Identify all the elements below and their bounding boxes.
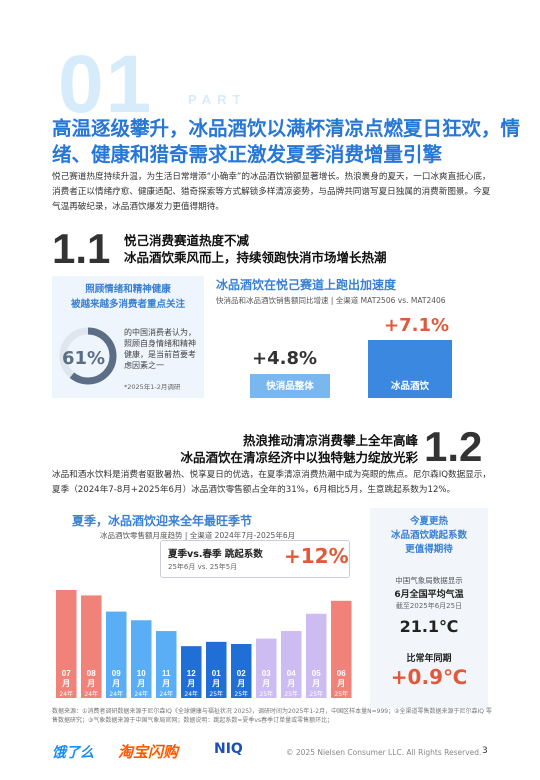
growth-card-subtitle: 快消品和冰品酒饮销售额同比增速 | 全渠道 MAT2506 vs. MAT240…: [216, 296, 446, 305]
chart-bar: [256, 638, 277, 698]
weather-date: 截至2025年6月25日: [395, 602, 463, 610]
bar-month-suffix: 月: [286, 679, 295, 688]
bar-month-suffix: 月: [186, 679, 195, 688]
bar-month-label: 12: [187, 669, 196, 678]
chart-bar: [81, 595, 102, 698]
niq-logo: NIQ: [214, 741, 243, 757]
bar-month-label: 10: [137, 669, 146, 678]
bar-month-label: 07: [62, 669, 71, 678]
data-sources: 数据来源：①消费者调研数据来源于尼尔森IQ《全球健康与福祉状况 2025》，调研…: [52, 708, 492, 724]
bar-year-label: 25年: [209, 690, 223, 698]
bar-year-label: 24年: [184, 690, 198, 698]
weather-source: 中国气象局数据显示: [395, 576, 463, 585]
part-word: PART: [188, 92, 247, 107]
page-number: 3: [482, 746, 488, 756]
bar-month-suffix: 月: [86, 679, 95, 688]
chart-bar: [106, 611, 127, 698]
bar-month-label: 03: [262, 669, 271, 678]
weather-head-line1: 今夏更热: [409, 516, 448, 527]
bar-year-label: 24年: [84, 690, 98, 698]
section-number-1: 1.1: [52, 225, 111, 272]
weather-temp: 21.1℃: [399, 617, 459, 636]
bar-year-label: 25年: [334, 690, 348, 698]
copyright: © 2025 Nielsen Consumer LLC. All Rights …: [286, 748, 482, 757]
bar-year-label: 25年: [234, 690, 248, 698]
bar-month-suffix: 月: [236, 679, 245, 688]
weather-diff: +0.9℃: [390, 665, 468, 689]
weather-card-head: 今夏更热 冰品酒饮跳起系数 更值得期待: [370, 515, 488, 557]
growth-label-fmcg: 快消品整体: [266, 381, 314, 392]
donut-arc: [59, 327, 117, 385]
chart-bar: [181, 646, 202, 698]
chart-bar: [306, 613, 327, 698]
growth-card-title: 冰品酒饮在悦己赛道上跑出加速度: [216, 278, 397, 292]
bar-month-suffix: 月: [311, 679, 320, 688]
callout-sub: 25年6月 vs. 25年5月: [168, 563, 238, 571]
bar-month-label: 02: [237, 669, 246, 678]
chart-bar: [156, 631, 177, 698]
section-title-2-line2: 冰品酒饮在清凉经济中以独特魅力绽放光彩: [180, 450, 418, 465]
weather-card: [370, 508, 488, 708]
bar-month-label: 06: [337, 669, 346, 678]
chart-bar: [56, 590, 77, 698]
bar-year-label: 25年: [309, 690, 323, 698]
callout-value: +12%: [284, 544, 349, 568]
bar-year-label: 24年: [109, 690, 123, 698]
bar-month-suffix: 月: [61, 679, 70, 688]
callout-title: 夏季vs.春季 跳起系数: [168, 549, 263, 560]
weather-head-line2: 冰品酒饮跳起系数: [390, 530, 467, 541]
part-number: 01: [58, 39, 154, 130]
bar-year-label: 25年: [284, 690, 298, 698]
eleme-logo: 饿了么: [52, 745, 94, 761]
bar-year-label: 24年: [59, 690, 73, 698]
section-number-2: 1.2: [424, 423, 483, 470]
growth-bar-fmcg: [250, 374, 330, 398]
bar-month-label: 08: [87, 669, 96, 678]
bar-year-label: 24年: [134, 690, 148, 698]
page-headline: 高温逐级攀升，冰品酒饮以满杯清凉点燃夏日狂欢，情绪、健康和猎奇需求正激发夏季消费…: [52, 117, 521, 166]
taobao-shangou-logo: 淘宝闪购: [118, 743, 179, 761]
bar-month-suffix: 月: [136, 679, 145, 688]
section-title-2-line1: 热浪推动清凉消费攀上全年高峰: [242, 433, 418, 448]
bar-month-label: 09: [112, 669, 121, 678]
emotion-card-head-line2: 被越来越多消费者重点关注: [70, 299, 185, 310]
jump-callout: [160, 540, 350, 578]
growth-value-fmcg: +4.8%: [252, 348, 318, 369]
growth-value-icedrinks: +7.1%: [384, 315, 450, 336]
weather-head-line3: 更值得期待: [405, 544, 453, 555]
section-title-1-line1: 悦己消费赛道热度不减: [124, 233, 250, 248]
survey-note: *2025年1-2月调研: [124, 383, 181, 391]
percent-value: 61%: [62, 348, 106, 369]
growth-bar-icedrinks: [368, 340, 452, 398]
chart-bar: [231, 644, 252, 698]
chart-bar: [281, 631, 302, 698]
monthly-sales-chart: 07月24年08月24年09月24年10月24年11月24年12月24年01月2…: [56, 590, 352, 698]
bar-month-suffix: 月: [111, 679, 120, 688]
bar-month-suffix: 月: [261, 679, 270, 688]
bar-month-label: 01: [212, 669, 221, 678]
chart-bar: [331, 600, 352, 698]
bar-month-suffix: 月: [211, 679, 220, 688]
chart-bar: [206, 641, 227, 698]
bar-year-label: 25年: [259, 690, 273, 698]
growth-label-icedrinks: 冰品酒饮: [390, 381, 429, 392]
intro-paragraph: 悦己赛道热度持续升温，为生活日常增添“小确幸”的冰品酒饮销额显著增长。热浪裹身的…: [52, 172, 491, 212]
chart-bar: [131, 620, 152, 698]
percent-donut: [59, 327, 117, 385]
emotion-card-head: 照顾情绪和精神健康 被越来越多消费者重点关注: [52, 282, 204, 312]
weather-compare-label: 比常年同期: [406, 654, 452, 664]
section-title-1-line2: 冰品酒饮乘风而上，持续领跑快消市场增长热潮: [124, 250, 387, 265]
weather-metric: 6月全国平均气温: [394, 590, 464, 600]
bar-month-label: 11: [162, 669, 171, 678]
chart-title: 夏季，冰品酒饮迎来全年最旺季节: [72, 514, 253, 528]
bar-month-suffix: 月: [336, 679, 345, 688]
bar-month-label: 05: [312, 669, 321, 678]
bar-month-suffix: 月: [161, 679, 170, 688]
section2-paragraph: 冰品和酒水饮料是消费者驱散暑热、悦享夏日的优选，在夏季清凉消费热潮中成为亮眼的焦…: [52, 470, 491, 495]
chart-subtitle: 冰品酒饮零售额月度趋势 | 全渠道 2024年7月-2025年6月: [100, 531, 296, 540]
percent-desc: 的中国消费者认为，照顾自身情绪和精神健康，是当前首要考虑因素之一: [124, 328, 196, 370]
bar-year-label: 24年: [159, 690, 173, 698]
bar-month-label: 04: [287, 669, 296, 678]
emotion-card-head-line1: 照顾情绪和精神健康: [85, 284, 171, 295]
